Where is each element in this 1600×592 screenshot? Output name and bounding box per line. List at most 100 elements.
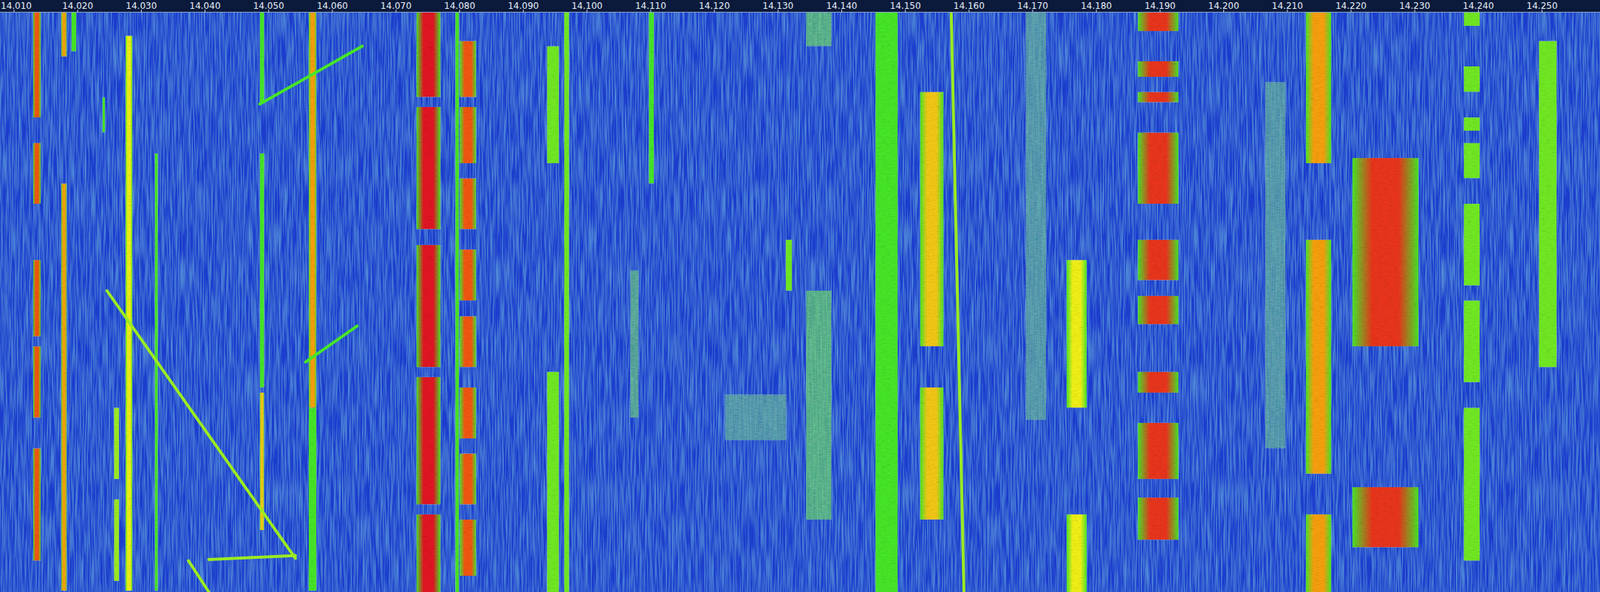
x-tick-label: 14.240 [1462,0,1494,12]
x-tick-label: 14.140 [825,0,857,12]
signal-block [459,520,476,577]
signal-block [1265,81,1287,449]
signal-block [455,12,459,592]
signal-block [33,143,41,204]
x-axis: 14.010 14.020 14.030 14.040 14.050 14.060 14.0… [0,0,1558,13]
x-tick-label: 14.220 [1335,0,1367,12]
signal-block [33,12,41,118]
signal-block [260,12,265,103]
x-tick-label: 14.070 [380,0,412,12]
signal-block [33,346,41,419]
signal-block [1464,66,1481,93]
signal-block [459,453,476,505]
signal-block [1464,117,1481,131]
signal-block [546,46,559,164]
signal-block [1137,296,1179,325]
x-tick-label: 14.020 [62,0,94,12]
signal-block [416,107,441,230]
signal-block [459,316,476,368]
signal-block [1066,260,1088,408]
x-tick-label: 14.030 [125,0,157,12]
signal-block [725,394,787,441]
signal-block [1306,514,1332,592]
signal-block [1352,487,1420,549]
signal-block [1464,12,1481,26]
x-tick-label: 14.090 [507,0,539,12]
signal-block [61,12,68,57]
sweep-signal [107,291,296,560]
signal-block [61,183,68,592]
signal-block [260,153,265,388]
x-tick-label: 14.190 [1144,0,1176,12]
signal-block [805,12,832,47]
signal-block [113,499,119,582]
x-tick-label: 14.060 [316,0,348,12]
signal-block [1306,12,1332,164]
x-tick-label: 14.150 [890,0,922,12]
signal-block [1066,514,1088,592]
x-tick-label: 14.200 [1208,0,1240,12]
signal-block [416,514,441,592]
x-tick-label: 14.040 [189,0,221,12]
signal-block [1352,158,1420,347]
x-axis-line [0,11,1600,13]
signal-block [1464,143,1481,179]
signal-block [416,12,441,98]
x-tick-label: 14.110 [635,0,667,12]
x-tick-label: 14.050 [253,0,285,12]
signal-block [459,40,476,97]
sweep-signal [209,556,296,560]
x-tick-label: 14.250 [1526,0,1558,12]
signal-block [1538,40,1557,368]
sweep-signal [951,12,964,592]
signals [33,12,1558,592]
signal-block [308,407,317,591]
plot-area [33,12,1558,592]
signal-block [1137,372,1179,393]
axis-bar [0,0,1600,13]
x-tick-label: 14.120 [698,0,730,12]
signal-block [1137,12,1179,32]
signal-block [459,178,476,230]
sweep-signal [188,561,210,592]
signal-block [919,387,944,521]
signal-block [1137,61,1179,77]
signal-block [785,240,793,292]
signal-block [33,448,41,561]
signal-block [1137,92,1179,103]
signal-block [102,97,105,133]
signal-block [1026,12,1047,421]
signal-block [459,107,476,164]
signal-block [1464,203,1481,286]
waterfall-chart: 14.010 14.020 14.030 14.040 14.050 14.060 14.0… [0,0,1600,592]
signal-block [416,377,441,506]
x-tick-label: 14.210 [1272,0,1304,12]
signal-block [1464,407,1481,561]
x-tick-label: 14.180 [1080,0,1112,12]
signal-block [125,35,133,591]
x-tick-label: 14.010 [0,0,32,12]
signal-block [459,249,476,301]
waterfall-background [0,12,1600,592]
x-tick-label: 14.100 [571,0,603,12]
sweep-signal [305,326,358,363]
signal-block [919,92,944,348]
signal-block [805,291,832,521]
signal-block [113,407,119,480]
x-tick-label: 14.130 [762,0,794,12]
signal-block [648,12,654,184]
signal-block [875,12,898,592]
signal-block [546,372,559,592]
signal-block [564,12,570,592]
signal-block [71,12,77,52]
signal-block [33,260,41,337]
signal-block [1306,240,1332,475]
signal-block [630,270,639,418]
signal-block [154,153,158,592]
signal-block [1137,132,1179,204]
signal-block [459,387,476,439]
sweep-signal [260,46,363,105]
signal-block [416,245,441,368]
signal-block [1137,423,1179,480]
x-tick-label: 14.080 [443,0,475,12]
